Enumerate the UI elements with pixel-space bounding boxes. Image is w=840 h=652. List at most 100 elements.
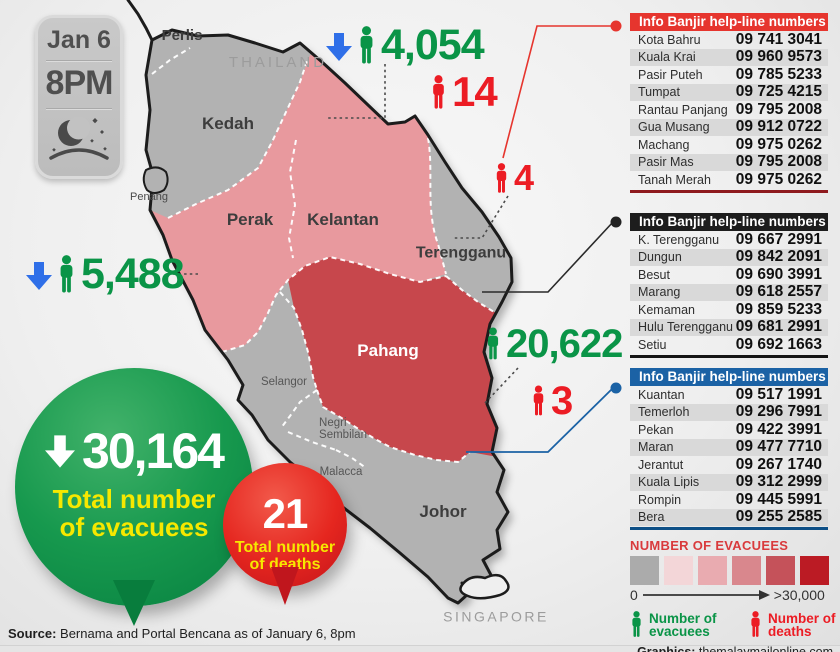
helpline-town: Setiu bbox=[638, 337, 667, 352]
helpline-number: 09 681 2991 bbox=[735, 318, 822, 336]
helpline-number: 09 785 5233 bbox=[735, 65, 822, 83]
helpline-number: 09 296 7991 bbox=[735, 403, 822, 421]
helpline-row: Rantau Panjang 09 795 2008 bbox=[630, 101, 828, 119]
helpline-number: 09 312 2999 bbox=[735, 473, 822, 491]
helpline-row: Temerloh 09 296 7991 bbox=[630, 403, 828, 421]
legend-deaths-label: Number of deaths bbox=[768, 611, 836, 639]
date-label: Jan 6 bbox=[47, 26, 111, 54]
singapore-island bbox=[459, 573, 510, 600]
penang-island bbox=[142, 166, 169, 194]
balloon-tail bbox=[113, 580, 155, 626]
helpline-number: 09 795 2008 bbox=[735, 100, 822, 118]
divider bbox=[46, 108, 112, 110]
person-icon bbox=[531, 385, 546, 417]
helpline-town: Kota Bahru bbox=[638, 32, 701, 47]
source-note: Source: Bernama and Portal Bencana as of… bbox=[8, 626, 356, 641]
person-icon bbox=[494, 163, 509, 194]
helpline-row: Pasir Mas 09 795 2008 bbox=[630, 153, 828, 171]
helpline-number: 09 267 1740 bbox=[735, 455, 822, 473]
coastline bbox=[144, 28, 514, 605]
table-underline bbox=[630, 189, 828, 193]
helpline-number: 09 255 2585 bbox=[735, 508, 822, 526]
stat-pahang-evacuees: 20,622 bbox=[485, 324, 623, 364]
helpline-row: Maran 09 477 7710 bbox=[630, 438, 828, 456]
helpline-table-body: Kuantan 09 517 1991 Temerloh 09 296 7991 Pek… bbox=[630, 386, 828, 526]
legend-swatch bbox=[732, 556, 761, 585]
helpline-row: Kota Bahru 09 741 3041 bbox=[630, 31, 828, 49]
total-deaths-value: 21 bbox=[262, 490, 309, 537]
legend-deaths: Number of deaths bbox=[749, 611, 840, 638]
helpline-table-body: Kota Bahru 09 741 3041 Kuala Krai 09 960 95… bbox=[630, 31, 828, 189]
map-label-kedah: Kedah bbox=[202, 114, 254, 134]
helpline-row: Besut 09 690 3991 bbox=[630, 266, 828, 284]
helpline-number: 09 741 3041 bbox=[735, 30, 822, 48]
helpline-row: Bera 09 255 2585 bbox=[630, 508, 828, 526]
helpline-row: Pekan 09 422 3991 bbox=[630, 421, 828, 439]
date-time-box: Jan 6 8PM bbox=[35, 15, 123, 179]
evacuee-count: 5,488 bbox=[81, 250, 185, 298]
helpline-town: Pekan bbox=[638, 422, 674, 437]
helpline-table-kelantan: Info Banjir help-line numbers Kota Bahru… bbox=[630, 13, 828, 193]
helpline-table-pahang: Info Banjir help-line numbers Kuantan 09 … bbox=[630, 368, 828, 530]
map-label-negri-sembilan: Negri Sembilan bbox=[319, 416, 367, 441]
legend-swatch bbox=[766, 556, 795, 585]
source-text: Bernama and Portal Bencana as of January… bbox=[56, 626, 356, 641]
helpline-row: Tumpat 09 725 4215 bbox=[630, 83, 828, 101]
legend-swatch bbox=[698, 556, 727, 585]
legend-swatch bbox=[800, 556, 829, 585]
helpline-row: Dungun 09 842 2091 bbox=[630, 248, 828, 266]
state-borders bbox=[151, 47, 495, 469]
map-label-johor: Johor bbox=[419, 502, 467, 522]
table-underline bbox=[630, 354, 828, 358]
map-label-perlis: Perlis bbox=[161, 27, 203, 45]
person-icon bbox=[630, 611, 643, 638]
helpline-town: Bera bbox=[638, 510, 665, 525]
map-label-perak: Perak bbox=[226, 210, 274, 230]
death-count: 3 bbox=[551, 379, 573, 423]
helpline-number: 09 842 2091 bbox=[735, 248, 822, 266]
crescent-moon-icon bbox=[49, 116, 109, 160]
legend-scale-min: 0 bbox=[630, 587, 638, 603]
helpline-row: Gua Musang 09 912 0722 bbox=[630, 118, 828, 136]
helpline-town: Temerloh bbox=[638, 405, 690, 420]
helpline-number: 09 975 0262 bbox=[735, 135, 822, 153]
helpline-row: Kuala Lipis 09 312 2999 bbox=[630, 473, 828, 491]
total-evacuees-balloon: 30,164 Total number of evacuees bbox=[15, 368, 253, 626]
helpline-row: Kuala Krai 09 960 9573 bbox=[630, 48, 828, 66]
scale-arrow bbox=[642, 590, 770, 600]
balloon-tail bbox=[271, 567, 299, 605]
callout-connectors bbox=[167, 64, 519, 405]
helpline-number: 09 859 5233 bbox=[735, 300, 822, 318]
map-label-terengganu: Terengganu bbox=[415, 244, 507, 262]
graphics-credit: Graphics: themalaymailonline.com bbox=[630, 645, 833, 652]
map-label-pahang: Pahang bbox=[357, 341, 419, 361]
helpline-town: Dungun bbox=[638, 250, 682, 265]
helpline-town: Tumpat bbox=[638, 85, 680, 100]
person-icon bbox=[485, 327, 501, 361]
thailand-coast bbox=[126, 0, 154, 42]
helpline-town: Gua Musang bbox=[638, 120, 710, 135]
helpline-town: Jerantut bbox=[638, 457, 684, 472]
helpline-row: Tanah Merah 09 975 0262 bbox=[630, 171, 828, 189]
credit-label: Graphics: bbox=[637, 645, 696, 652]
helpline-number: 09 975 0262 bbox=[735, 170, 822, 188]
person-icon bbox=[430, 75, 447, 110]
stat-kelantan-deaths: 14 bbox=[430, 71, 498, 113]
helpline-row: Marang 09 618 2557 bbox=[630, 283, 828, 301]
stat-perak-evacuees: 5,488 bbox=[26, 250, 185, 298]
helpline-town: Kuala Krai bbox=[638, 50, 696, 65]
down-arrow-icon bbox=[326, 32, 352, 62]
helpline-number: 09 618 2557 bbox=[735, 283, 822, 301]
state-region-pahang bbox=[288, 257, 512, 462]
helpline-number: 09 960 9573 bbox=[735, 48, 822, 66]
helpline-row: Kuantan 09 517 1991 bbox=[630, 386, 828, 404]
helpline-town: Machang bbox=[638, 137, 690, 152]
helpline-town: Rompin bbox=[638, 492, 682, 507]
state-region-perak-kelantan bbox=[146, 55, 446, 352]
helpline-town: Hulu Terengganu bbox=[638, 320, 733, 335]
helpline-town: Kuala Lipis bbox=[638, 475, 700, 490]
helpline-number: 09 445 5991 bbox=[735, 490, 822, 508]
map-label-malacca: Malacca bbox=[319, 465, 363, 478]
map-label-kelantan: Kelantan bbox=[307, 210, 379, 230]
